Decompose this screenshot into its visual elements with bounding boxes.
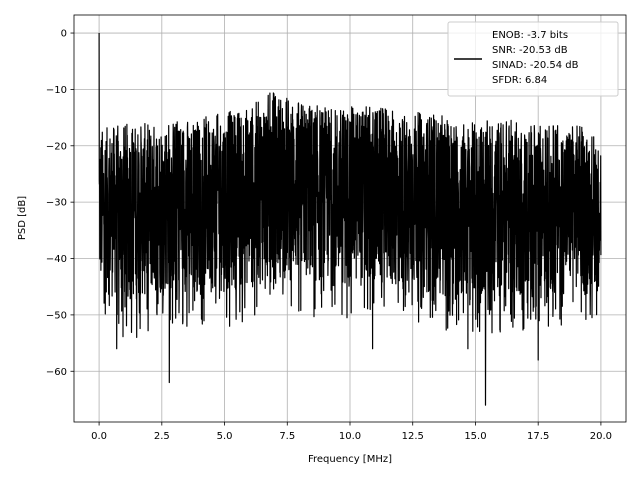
x-tick-label: 15.0 bbox=[464, 431, 486, 442]
y-tick-label: −20 bbox=[46, 141, 67, 152]
x-tick-label: 0.0 bbox=[91, 431, 107, 442]
plot-area bbox=[98, 32, 602, 406]
x-axis: 0.0 2.5 5.0 7.5 10.0 12.5 15.0 17.5 20.0 bbox=[91, 422, 612, 442]
psd-line bbox=[98, 32, 602, 406]
y-tick-label: 0 bbox=[61, 29, 67, 40]
y-axis-label: PSD [dB] bbox=[17, 196, 28, 240]
x-tick-label: 7.5 bbox=[279, 431, 295, 442]
legend-sfdr: SFDR: 6.84 bbox=[492, 75, 547, 86]
x-tick-label: 12.5 bbox=[402, 431, 424, 442]
legend-sinad: SINAD: -20.54 dB bbox=[492, 60, 579, 71]
x-tick-label: 2.5 bbox=[154, 431, 170, 442]
y-tick-label: −10 bbox=[46, 85, 67, 96]
y-axis: 0 −10 −20 −30 −40 −50 −60 bbox=[46, 29, 74, 378]
y-tick-label: −30 bbox=[46, 198, 67, 209]
legend-enob: ENOB: -3.7 bits bbox=[492, 30, 568, 41]
x-tick-label: 20.0 bbox=[590, 431, 612, 442]
legend-snr: SNR: -20.53 dB bbox=[492, 45, 568, 56]
x-axis-label: Frequency [MHz] bbox=[308, 454, 392, 465]
y-tick-label: −60 bbox=[46, 367, 67, 378]
legend-box bbox=[447, 21, 619, 97]
y-tick-label: −40 bbox=[46, 254, 67, 265]
x-tick-label: 10.0 bbox=[339, 431, 361, 442]
x-tick-label: 17.5 bbox=[527, 431, 549, 442]
legend: ENOB: -3.7 bits SNR: -20.53 dB SINAD: -2… bbox=[447, 21, 619, 97]
x-tick-label: 5.0 bbox=[217, 431, 233, 442]
y-tick-label: −50 bbox=[46, 310, 67, 321]
